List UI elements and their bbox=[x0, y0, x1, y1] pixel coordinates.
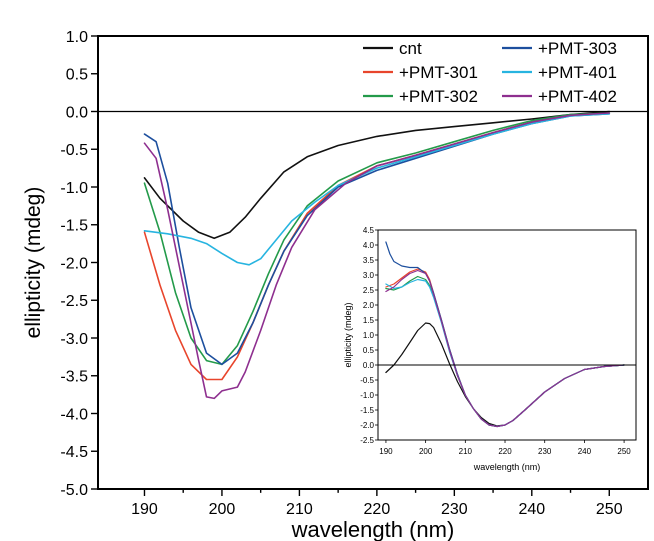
main-x-tick-label: 240 bbox=[518, 501, 545, 518]
main-y-tick-label: 0.5 bbox=[66, 67, 88, 84]
inset-y-tick-label: -2.0 bbox=[360, 421, 374, 430]
main-series-line-0 bbox=[143, 110, 611, 240]
inset-y-tick-label: -2.5 bbox=[360, 436, 374, 445]
main-series-line-2 bbox=[143, 112, 611, 366]
inset-x-tick-label: 190 bbox=[379, 447, 393, 456]
main-y-tick-label: -3.0 bbox=[60, 331, 88, 348]
inset-y-axis-ticks: 4.5 4.0 3.5 3.0 2.5 2.0 1.5 1.0 0.5 0.0 -0.5 -1.0 -1… bbox=[360, 226, 378, 445]
main-x-tick-label: 210 bbox=[286, 501, 313, 518]
main-y-tick-label: 1.0 bbox=[66, 29, 88, 46]
main-x-axis-ticks: 190 200 210 220 230 240 250 bbox=[131, 489, 623, 518]
main-y-tick-label: -4.5 bbox=[60, 444, 88, 461]
inset-y-tick-label: 1.5 bbox=[363, 316, 375, 325]
legend-label-2: +PMT-302 bbox=[399, 87, 478, 106]
main-x-tick-label: 200 bbox=[209, 501, 236, 518]
inset-y-tick-label: 0.5 bbox=[363, 346, 375, 355]
main-y-tick-label: -2.0 bbox=[60, 255, 88, 272]
inset-y-tick-label: -0.5 bbox=[360, 376, 374, 385]
main-x-tick-label: 190 bbox=[131, 501, 158, 518]
inset-x-axis-label: wavelength (nm) bbox=[473, 462, 541, 472]
inset-y-tick-label: 3.5 bbox=[363, 256, 375, 265]
legend-label-3: +PMT-303 bbox=[538, 39, 617, 58]
inset-x-tick-label: 210 bbox=[459, 447, 473, 456]
main-legend: cnt +PMT-301 +PMT-302 +PMT-303 +PMT-401 +PMT-… bbox=[363, 39, 617, 106]
main-y-axis-label: ellipticity (mdeg) bbox=[22, 187, 45, 339]
main-x-tick-label: 250 bbox=[596, 501, 623, 518]
main-series-line-4 bbox=[143, 113, 611, 266]
main-y-tick-label: -1.5 bbox=[60, 218, 88, 235]
main-x-tick-label: 230 bbox=[441, 501, 468, 518]
main-y-tick-label: -2.5 bbox=[60, 293, 88, 310]
inset-y-tick-label: 3.0 bbox=[363, 271, 375, 280]
inset-chart: 190 200 210 220 230 240 250 4.5 4.0 3.5 3.0 2.5 2.0… bbox=[343, 226, 637, 472]
main-x-axis-label: wavelength (nm) bbox=[291, 517, 455, 541]
inset-x-tick-label: 240 bbox=[578, 447, 592, 456]
main-chart: 190 200 210 220 230 240 250 1.0 0.5 0.0 -0.5 -1.0 -… bbox=[22, 29, 649, 541]
legend-label-4: +PMT-401 bbox=[538, 63, 617, 82]
inset-y-tick-label: 4.0 bbox=[363, 241, 375, 250]
inset-y-tick-label: -1.5 bbox=[360, 406, 374, 415]
main-x-tick-label: 220 bbox=[364, 501, 391, 518]
inset-x-tick-label: 230 bbox=[538, 447, 552, 456]
legend-label-5: +PMT-402 bbox=[538, 87, 617, 106]
inset-y-tick-label: 0.0 bbox=[363, 361, 375, 370]
main-y-axis-ticks: 1.0 0.5 0.0 -0.5 -1.0 -1.5 -2.0 -2.5 -3.0 -3.5 -4.… bbox=[60, 29, 98, 499]
inset-x-tick-label: 200 bbox=[419, 447, 433, 456]
main-y-tick-label: -4.0 bbox=[60, 406, 88, 423]
inset-y-tick-label: 2.5 bbox=[363, 286, 375, 295]
inset-y-tick-label: -1.0 bbox=[360, 391, 374, 400]
main-y-tick-label: -1.0 bbox=[60, 180, 88, 197]
main-y-tick-label: 0.0 bbox=[66, 104, 88, 121]
inset-y-axis-label: ellipticity (mdeg) bbox=[343, 302, 353, 367]
inset-x-tick-label: 220 bbox=[498, 447, 512, 456]
inset-x-axis-ticks: 190 200 210 220 230 240 250 bbox=[379, 440, 631, 456]
main-data-traces bbox=[143, 110, 611, 400]
inset-background bbox=[378, 230, 636, 440]
inset-x-tick-label: 250 bbox=[617, 447, 631, 456]
inset-y-tick-label: 4.5 bbox=[363, 226, 375, 235]
main-y-tick-label: -3.5 bbox=[60, 369, 88, 386]
inset-data-traces bbox=[385, 241, 625, 428]
main-y-tick-label: -5.0 bbox=[60, 482, 88, 499]
inset-y-tick-label: 2.0 bbox=[363, 301, 375, 310]
legend-label-0: cnt bbox=[399, 39, 422, 58]
main-series-line-5 bbox=[143, 112, 611, 400]
inset-y-tick-label: 1.0 bbox=[363, 331, 375, 340]
inset-series-line-5 bbox=[385, 269, 625, 428]
legend-label-1: +PMT-301 bbox=[399, 63, 478, 82]
main-y-tick-label: -0.5 bbox=[60, 142, 88, 159]
